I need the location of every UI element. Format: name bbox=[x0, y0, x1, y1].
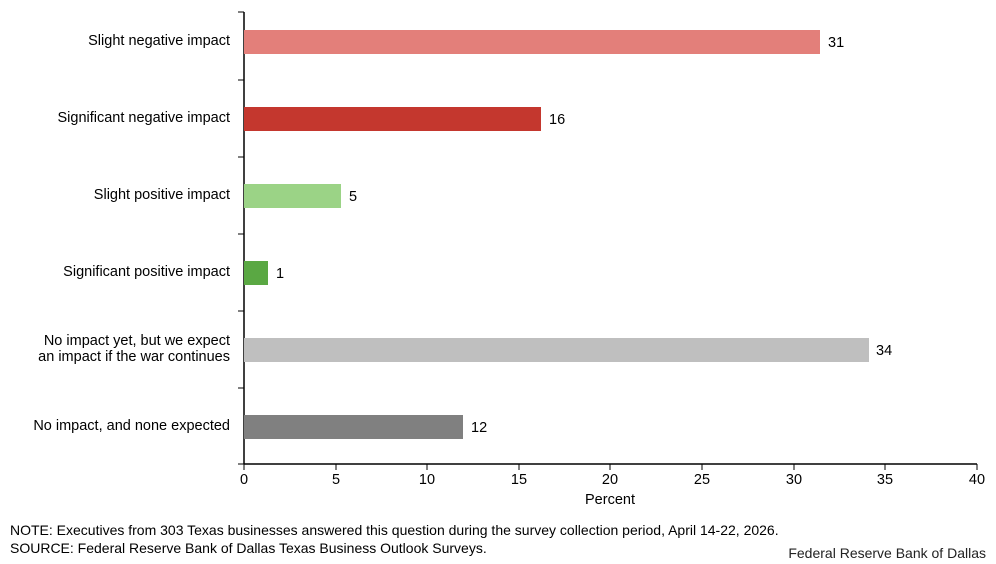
x-axis-title: Percent bbox=[585, 492, 635, 508]
x-tick-label: 40 bbox=[968, 472, 986, 488]
category-label: Significant positive impact bbox=[63, 264, 230, 280]
x-tick-label: 35 bbox=[876, 472, 894, 488]
value-label: 1 bbox=[276, 266, 285, 282]
brand-text: Federal Reserve Bank of Dallas bbox=[788, 545, 986, 561]
x-tick-label: 25 bbox=[693, 472, 711, 488]
bar-significant-negative bbox=[244, 107, 541, 131]
bar-no-impact bbox=[244, 415, 463, 439]
x-tick-label: 5 bbox=[331, 472, 341, 488]
bar-slight-negative bbox=[244, 30, 820, 54]
x-tick-label: 10 bbox=[418, 472, 436, 488]
category-label: No impact yet, but we expect bbox=[43, 333, 230, 349]
category-label: No impact, and none expected bbox=[33, 418, 230, 434]
bar-significant-positive bbox=[244, 261, 268, 285]
x-tick-label: 30 bbox=[785, 472, 803, 488]
x-tick-label: 0 bbox=[239, 472, 249, 488]
value-label: 34 bbox=[876, 343, 893, 359]
category-label: Significant negative impact bbox=[57, 110, 231, 126]
bar-slight-positive bbox=[244, 184, 341, 208]
source-text: SOURCE: Federal Reserve Bank of Dallas T… bbox=[10, 540, 487, 556]
x-tick-label: 15 bbox=[510, 472, 528, 488]
value-label: 31 bbox=[828, 35, 845, 51]
bar-no-impact-yet bbox=[244, 338, 869, 362]
category-label: Slight negative impact bbox=[88, 33, 230, 49]
x-tick-label: 20 bbox=[601, 472, 619, 488]
category-label: Slight positive impact bbox=[93, 187, 230, 203]
category-label: an impact if the war continues bbox=[38, 349, 230, 365]
value-label: 12 bbox=[471, 420, 488, 436]
note-text: NOTE: Executives from 303 Texas business… bbox=[10, 522, 779, 538]
value-label: 5 bbox=[349, 189, 358, 205]
value-label: 16 bbox=[549, 112, 566, 128]
